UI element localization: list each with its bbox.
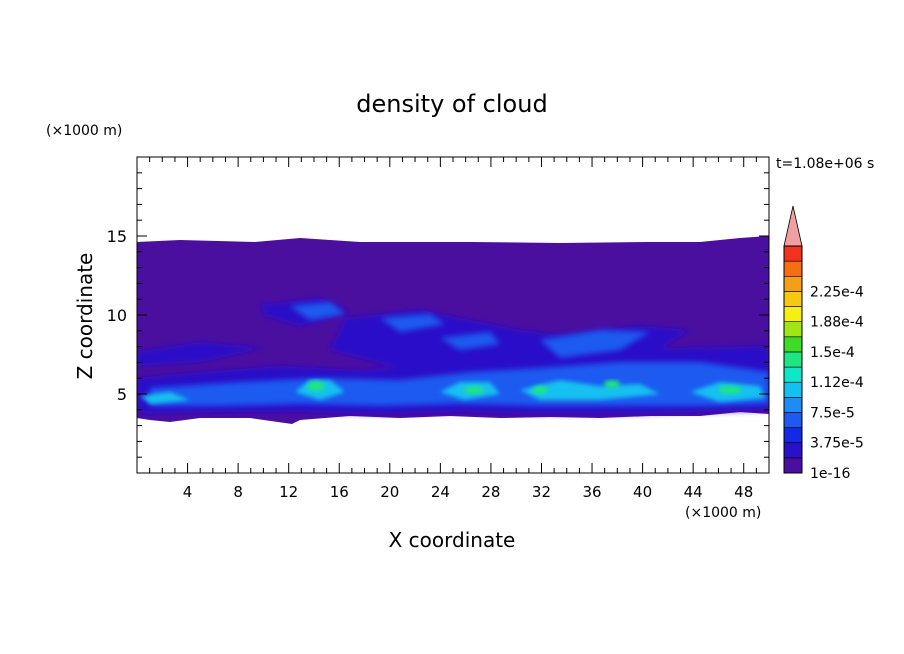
- colorbar-swatch: [783, 412, 803, 428]
- y-axis-label: Z coordinate: [73, 253, 97, 380]
- time-label: t=1.08e+06 s: [776, 156, 874, 172]
- x-tick-label: 24: [431, 483, 450, 501]
- colorbar-swatch: [783, 351, 803, 368]
- x-tick-label: 40: [633, 483, 652, 501]
- colorbar-swatch: [783, 397, 803, 413]
- colorbar-label: 1.12e-4: [810, 375, 864, 391]
- y-axis-ticks: 5 10 15: [107, 172, 769, 458]
- x-tick-label: 48: [734, 483, 753, 501]
- colorbar-swatch: [783, 336, 803, 353]
- colorbar-swatch: [783, 291, 803, 307]
- y-unit-label: (×1000 m): [46, 123, 122, 139]
- colorbar-swatch: [783, 306, 803, 322]
- colorbar-frame: [783, 245, 803, 474]
- y-tick-label: 10: [107, 306, 127, 325]
- density-layer-8: [307, 380, 742, 394]
- x-tick-label: 4: [183, 483, 193, 501]
- colorbar-swatch: [783, 457, 803, 474]
- x-tick-label: 28: [481, 483, 500, 501]
- x-tick-label: 36: [582, 483, 601, 501]
- x-unit-label: (×1000 m): [685, 505, 761, 521]
- colorbar: 2.25e-4 1.88e-4 1.5e-4 1.12e-4 7.5e-5 3.75e-5…: [783, 205, 864, 482]
- y-tick-label: 5: [117, 385, 127, 404]
- colorbar-label: 1e-16: [810, 466, 850, 482]
- colorbar-label: 1.88e-4: [810, 315, 864, 331]
- colorbar-swatch: [783, 321, 803, 338]
- colorbar-label: 2.25e-4: [810, 284, 864, 300]
- colorbar-label: 3.75e-5: [810, 436, 864, 452]
- x-tick-label: 44: [684, 483, 703, 501]
- colorbar-label: 7.5e-5: [810, 405, 855, 421]
- colorbar-swatch: [783, 366, 803, 383]
- colorbar-label: 1.5e-4: [810, 345, 855, 361]
- x-tick-label: 16: [330, 483, 349, 501]
- colorbar-swatch: [783, 381, 803, 398]
- colorbar-swatch: [783, 260, 803, 277]
- colorbar-swatch: [783, 275, 803, 292]
- x-axis-ticks: 4 8 12 16 20 24 28 32 36 40 44 48: [149, 157, 757, 501]
- chart-title: density of cloud: [356, 90, 547, 118]
- colorbar-swatch: [783, 442, 803, 459]
- x-tick-label: 8: [233, 483, 243, 501]
- x-tick-label: 32: [532, 483, 551, 501]
- x-tick-label: 12: [279, 483, 298, 501]
- y-tick-label: 15: [107, 227, 127, 246]
- x-tick-label: 20: [380, 483, 399, 501]
- colorbar-swatch: [783, 427, 803, 444]
- x-axis-label: X coordinate: [389, 528, 516, 552]
- colorbar-swatch: [783, 245, 803, 262]
- colorbar-overflow-arrow: [783, 205, 803, 247]
- contour-field: [137, 236, 769, 424]
